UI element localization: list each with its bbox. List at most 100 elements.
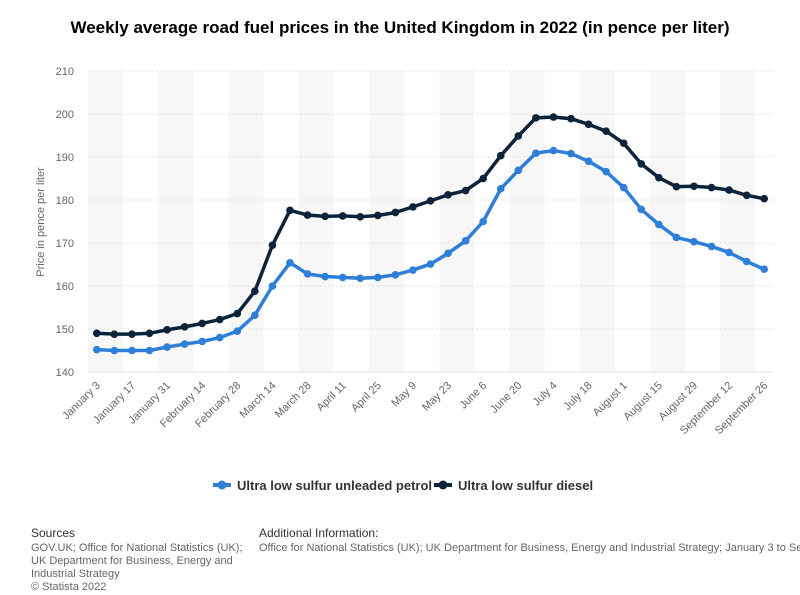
data-point[interactable] bbox=[461, 237, 470, 245]
data-point[interactable] bbox=[514, 132, 523, 140]
copyright: © Statista 2022 bbox=[31, 581, 107, 593]
data-point[interactable] bbox=[215, 315, 224, 324]
data-point[interactable] bbox=[690, 237, 698, 246]
data-point[interactable] bbox=[584, 157, 593, 166]
sources-header: Sources bbox=[31, 526, 76, 540]
legend[interactable]: Ultra low sulfur unleaded petrol Ultra l… bbox=[213, 478, 593, 493]
data-point[interactable] bbox=[110, 346, 119, 355]
data-point[interactable] bbox=[145, 329, 154, 338]
data-point[interactable] bbox=[655, 173, 663, 182]
data-point[interactable] bbox=[655, 220, 663, 229]
plot-band bbox=[228, 71, 264, 372]
data-point[interactable] bbox=[707, 242, 716, 251]
data-point[interactable] bbox=[215, 333, 224, 342]
data-point[interactable] bbox=[637, 205, 646, 214]
data-point[interactable] bbox=[444, 249, 452, 258]
data-point[interactable] bbox=[409, 203, 417, 211]
legend-item-diesel[interactable]: Ultra low sulfur diesel bbox=[434, 478, 593, 493]
data-point[interactable] bbox=[180, 323, 189, 331]
data-point[interactable] bbox=[690, 182, 698, 191]
data-point[interactable] bbox=[725, 186, 733, 194]
data-point[interactable] bbox=[374, 273, 382, 282]
data-point[interactable] bbox=[391, 208, 400, 217]
chart-canvas: 140 150 160 170 180 190 200 210 Price in pence … bbox=[35, 66, 773, 493]
data-point[interactable] bbox=[92, 329, 101, 338]
additional-info-header: Additional Information: bbox=[259, 527, 379, 540]
data-point[interactable] bbox=[672, 233, 681, 242]
legend-item-petrol[interactable]: Ultra low sulfur unleaded petrol bbox=[213, 478, 432, 493]
data-point[interactable] bbox=[496, 185, 505, 193]
data-point[interactable] bbox=[479, 217, 487, 226]
data-point[interactable] bbox=[198, 319, 206, 328]
data-point[interactable] bbox=[602, 127, 610, 135]
data-point[interactable] bbox=[549, 113, 558, 121]
chart-title: Weekly average road fuel prices in the U… bbox=[70, 18, 730, 37]
data-point[interactable] bbox=[268, 241, 277, 249]
data-point[interactable] bbox=[567, 149, 575, 158]
x-tick-label: March 28 bbox=[273, 380, 314, 421]
data-point[interactable] bbox=[760, 194, 769, 203]
data-point[interactable] bbox=[286, 258, 294, 267]
legend-label-petrol[interactable]: Ultra low sulfur unleaded petrol bbox=[237, 478, 432, 493]
data-point[interactable] bbox=[619, 139, 628, 148]
data-point[interactable] bbox=[426, 260, 435, 268]
data-point[interactable] bbox=[356, 274, 365, 283]
sources-block: Sources GOV.UK; Office for National Stat… bbox=[31, 527, 256, 594]
data-point[interactable] bbox=[514, 166, 523, 175]
data-point[interactable] bbox=[707, 183, 716, 192]
x-tick-label: May 9 bbox=[389, 380, 419, 410]
data-point[interactable] bbox=[233, 327, 242, 335]
data-point[interactable] bbox=[567, 114, 575, 123]
data-point[interactable] bbox=[198, 337, 206, 346]
legend-marker-diesel bbox=[438, 480, 448, 490]
data-point[interactable] bbox=[374, 211, 382, 220]
y-tick-label: 150 bbox=[56, 324, 74, 336]
x-tick-label: June 20 bbox=[488, 380, 524, 416]
data-point[interactable] bbox=[303, 270, 312, 278]
data-point[interactable] bbox=[251, 287, 259, 295]
data-point[interactable] bbox=[180, 340, 189, 348]
data-point[interactable] bbox=[426, 197, 435, 205]
data-point[interactable] bbox=[321, 272, 329, 281]
data-point[interactable] bbox=[619, 183, 628, 192]
data-point[interactable] bbox=[532, 114, 540, 122]
data-point[interactable] bbox=[496, 151, 505, 160]
data-point[interactable] bbox=[479, 174, 487, 183]
data-point[interactable] bbox=[409, 266, 417, 274]
data-point[interactable] bbox=[532, 149, 540, 157]
data-point[interactable] bbox=[321, 212, 329, 221]
data-point[interactable] bbox=[672, 182, 681, 191]
data-point[interactable] bbox=[637, 160, 646, 168]
data-point[interactable] bbox=[268, 282, 277, 290]
data-point[interactable] bbox=[128, 330, 136, 338]
plot-band bbox=[439, 71, 475, 372]
x-tick-label: June 6 bbox=[457, 380, 489, 412]
data-point[interactable] bbox=[128, 346, 136, 355]
data-point[interactable] bbox=[391, 271, 400, 279]
data-point[interactable] bbox=[760, 265, 769, 274]
data-point[interactable] bbox=[742, 191, 751, 200]
data-point[interactable] bbox=[742, 257, 751, 266]
data-point[interactable] bbox=[163, 343, 171, 351]
data-point[interactable] bbox=[584, 120, 593, 129]
data-point[interactable] bbox=[233, 309, 242, 318]
y-axis-ticks: 140 150 160 170 180 190 200 210 bbox=[56, 66, 74, 379]
data-point[interactable] bbox=[92, 345, 101, 354]
data-point[interactable] bbox=[725, 248, 733, 257]
data-point[interactable] bbox=[338, 273, 347, 282]
data-point[interactable] bbox=[356, 212, 365, 221]
data-point[interactable] bbox=[163, 326, 171, 334]
data-point[interactable] bbox=[286, 206, 294, 215]
legend-label-diesel[interactable]: Ultra low sulfur diesel bbox=[458, 478, 593, 493]
data-point[interactable] bbox=[602, 167, 610, 176]
data-point[interactable] bbox=[338, 212, 347, 220]
y-tick-label: 200 bbox=[56, 109, 74, 121]
data-point[interactable] bbox=[110, 330, 119, 338]
data-point[interactable] bbox=[549, 146, 558, 155]
data-point[interactable] bbox=[444, 191, 452, 199]
data-point[interactable] bbox=[461, 186, 470, 195]
data-point[interactable] bbox=[251, 311, 259, 320]
chart-gridlines bbox=[88, 70, 773, 373]
data-point[interactable] bbox=[145, 346, 154, 355]
data-point[interactable] bbox=[303, 211, 312, 219]
